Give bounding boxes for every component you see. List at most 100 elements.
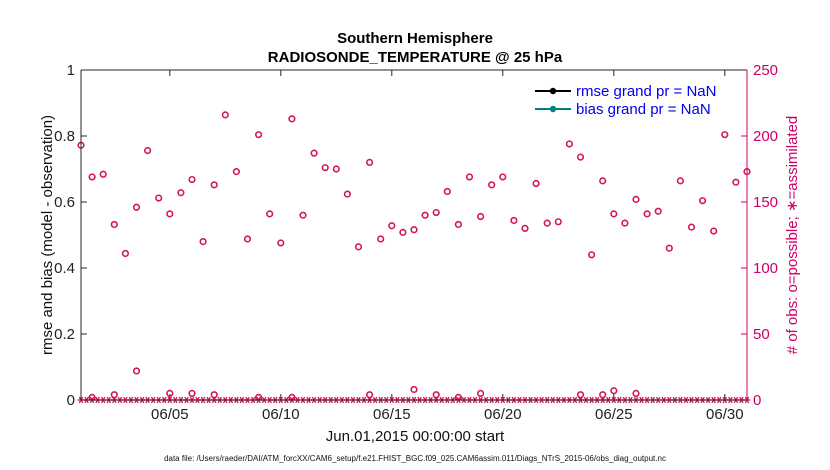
y2-axis-label: # of obs: o=possible; ∗=assimilated [784, 116, 801, 355]
y2-tick-label: 250 [753, 62, 778, 79]
legend-box [530, 79, 744, 123]
possible-obs-point [399, 228, 407, 236]
y2-tick-label: 200 [753, 128, 778, 145]
possible-obs-point [477, 212, 485, 221]
possible-obs-point [643, 210, 651, 218]
y-tick-label: 0.2 [54, 326, 75, 343]
possible-obs-point [188, 389, 196, 398]
possible-obs-point [388, 222, 396, 230]
y-axis-label: rmse and bias (model - observation) [39, 115, 56, 355]
y2-tick-label: 0 [753, 392, 761, 409]
possible-obs-point [510, 216, 518, 225]
possible-obs-point [110, 220, 118, 229]
possible-obs-point [121, 249, 129, 258]
possible-obs-point [543, 219, 551, 227]
possible-obs-point [632, 389, 640, 398]
x-tick-label: 06/05 [151, 406, 189, 423]
y-tick-label: 0 [67, 392, 75, 409]
possible-obs-point [432, 208, 440, 217]
x-tick-label: 06/15 [373, 406, 411, 423]
possible-obs-point [421, 211, 429, 219]
possible-obs-point [88, 173, 96, 181]
possible-obs-point [698, 197, 707, 205]
possible-obs-point [432, 391, 440, 399]
possible-obs-point [299, 211, 307, 219]
x-tick-label: 06/20 [484, 406, 522, 423]
possible-obs-point [599, 177, 607, 185]
possible-obs-point [266, 210, 274, 218]
possible-obs-point [166, 389, 174, 398]
possible-obs-point [210, 181, 218, 189]
possible-obs-point [443, 187, 451, 196]
possible-obs-point [132, 367, 141, 375]
possible-obs-point [144, 146, 152, 155]
possible-obs-point [177, 189, 185, 197]
possible-obs-point [477, 389, 485, 398]
possible-obs-point [721, 131, 729, 139]
possible-obs-point [687, 223, 696, 231]
possible-obs-point [243, 235, 252, 243]
y2-tick-label: 50 [753, 326, 770, 343]
legend-rmse-marker [549, 87, 557, 95]
possible-obs-point [532, 179, 540, 188]
possible-obs-point [454, 220, 463, 229]
possible-obs-point [110, 391, 118, 399]
possible-obs-point [277, 239, 285, 247]
possible-obs-point [610, 210, 618, 218]
plot-area [81, 70, 747, 400]
possible-obs-point [199, 238, 207, 246]
legend: rmse grand pr = NaN bias grand pr = NaN [530, 79, 744, 123]
possible-obs-point [343, 190, 352, 198]
possible-obs-point [410, 226, 418, 234]
possible-obs-point [366, 158, 374, 166]
possible-obs-point [377, 235, 385, 243]
y-tick-label: 0.6 [54, 194, 75, 211]
possible-obs-point [232, 168, 240, 176]
possible-obs-point [710, 227, 718, 235]
possible-obs-point [410, 385, 418, 394]
possible-obs-point [155, 194, 163, 202]
possible-obs-point [288, 115, 296, 123]
possible-obs-point [188, 175, 196, 184]
y2-tick-label: 100 [753, 260, 778, 277]
legend-rmse-label: rmse grand pr = NaN [576, 83, 716, 100]
possible-obs-point [332, 165, 340, 173]
possible-obs-point [565, 140, 574, 148]
data-file-footnote: data file: /Users/raeder/DAI/ATM_forcXX/… [164, 454, 666, 463]
possible-obs-point [554, 218, 562, 226]
possible-obs-point [654, 207, 662, 215]
x-axis-ticks: 06/05 06/10 06/15 06/20 06/25 06/30 [151, 70, 744, 423]
y-tick-label: 0.4 [54, 260, 75, 277]
possible-obs-point [676, 177, 685, 185]
possible-obs-point [576, 153, 585, 161]
possible-obs-point [732, 178, 740, 186]
y-tick-label: 1 [67, 62, 75, 79]
possible-obs-point [99, 170, 107, 178]
chart-title: Southern Hemisphere [337, 30, 493, 47]
possible-obs-point [210, 391, 218, 399]
possible-obs-point [621, 219, 629, 227]
y2-axis-ticks: 0 50 100 150 200 250 [741, 62, 778, 409]
possible-obs-point [465, 173, 474, 181]
possible-obs-point [499, 173, 507, 181]
possible-obs-point [310, 149, 318, 157]
y-tick-label: 0.8 [54, 128, 75, 145]
possible-obs-point [255, 131, 263, 139]
possible-obs-point [132, 203, 141, 211]
x-tick-label: 06/30 [706, 406, 744, 423]
possible-obs-point [599, 391, 607, 399]
possible-obs-point [587, 251, 596, 259]
possible-obs-point [665, 244, 673, 252]
possible-obs-point [576, 391, 585, 399]
x-tick-label: 06/10 [262, 406, 300, 423]
possible-obs-point [366, 391, 374, 399]
possible-obs-point [610, 387, 618, 395]
possible-obs-point [321, 164, 329, 172]
x-axis-label: Jun.01,2015 00:00:00 start [326, 428, 505, 445]
possible-obs-point [221, 111, 229, 119]
possible-obs-point [166, 210, 174, 218]
chart-subtitle: RADIOSONDE_TEMPERATURE @ 25 hPa [268, 49, 563, 66]
possible-obs-point [488, 181, 496, 189]
possible-obs-point [521, 224, 529, 232]
